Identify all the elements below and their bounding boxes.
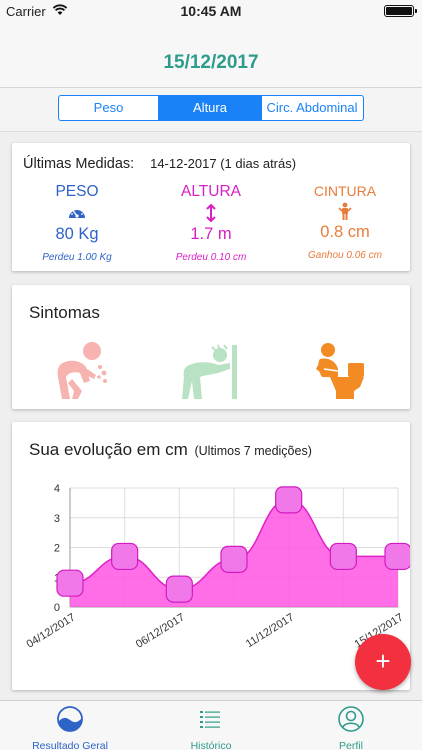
waves-circle-icon [57, 706, 83, 732]
chart-data-point [111, 542, 139, 571]
last-measures-title: Últimas Medidas: [23, 156, 135, 172]
chart-data-point [220, 545, 248, 574]
battery-icon [384, 5, 417, 17]
tab-historico-label: Histórico [190, 740, 232, 750]
altura-value: 1.7 m [190, 225, 232, 243]
chart-data-point [384, 542, 410, 571]
evolution-chart: 0123404/12/201706/12/201711/12/201715/12… [25, 483, 410, 651]
chart-data-point [165, 575, 193, 603]
last-measures-card: Últimas Medidas: 14-12-2017 (1 dias atrá… [12, 143, 410, 271]
tab-perfil-label: Perfil [339, 740, 363, 750]
segment-bar: Peso Altura Circ. Abdominal [0, 88, 422, 132]
tab-resultado-geral[interactable]: Resultado Geral [10, 705, 130, 750]
chart-title: Sua evolução em cm (Ultimos 7 medições) [29, 440, 312, 460]
evolution-chart-card: Sua evolução em cm (Ultimos 7 medições) … [12, 422, 410, 690]
symptoms-title: Sintomas [29, 303, 100, 322]
chart-data-point [275, 486, 303, 514]
tab-historico[interactable]: Histórico [151, 705, 271, 750]
chart-x-tick-label: 04/12/2017 [25, 611, 78, 650]
cintura-label: CINTURA [313, 183, 377, 199]
cintura-delta: Ganhou 0.06 cm [308, 250, 382, 261]
chart-y-tick-label: 2 [54, 543, 60, 555]
vomiting-person-icon[interactable] [52, 341, 112, 401]
chart-subtitle: (Ultimos 7 medições) [194, 444, 312, 458]
page-title: 15/12/2017 [163, 52, 259, 73]
peso-value: 80 Kg [55, 225, 99, 243]
chart-x-tick-label: 11/12/2017 [244, 611, 296, 650]
chart-x-tick-label: 06/12/2017 [134, 611, 187, 650]
peso-label: PESO [55, 183, 99, 200]
altura-measure: ALTURA 1.7 m Perdeu 0.10 cm [146, 183, 276, 263]
tab-bar: Resultado Geral Histórico Perfil [0, 700, 422, 750]
last-measures-date: 14-12-2017 (1 dias atrás) [150, 156, 297, 171]
symptoms-card: Sintomas [12, 285, 410, 409]
tab-perfil[interactable]: Perfil [291, 705, 411, 750]
status-bar: Carrier 10:45 AM [0, 0, 422, 22]
carrier-label: Carrier [6, 4, 46, 19]
peso-delta: Perdeu 1.00 Kg [42, 252, 112, 263]
segment-circ-abdominal[interactable]: Circ. Abdominal [266, 100, 358, 115]
tab-resultado-geral-label: Resultado Geral [32, 740, 108, 750]
chart-y-tick-label: 4 [54, 483, 60, 495]
add-measure-button[interactable]: + [355, 634, 411, 690]
cintura-value: 0.8 cm [320, 223, 370, 241]
chart-y-tick-label: 0 [54, 602, 60, 614]
measure-segmented-control: Peso Altura Circ. Abdominal [58, 95, 364, 121]
peso-measure: PESO 80 Kg Perdeu 1.00 Kg [12, 183, 142, 263]
altura-delta: Perdeu 0.10 cm [175, 252, 247, 263]
list-icon [200, 711, 220, 728]
wifi-icon [52, 4, 68, 15]
height-arrows-icon [146, 203, 276, 223]
chart-y-tick-label: 3 [54, 513, 60, 525]
segment-peso[interactable]: Peso [59, 96, 159, 120]
cintura-measure: CINTURA 0.8 cm Ganhou 0.06 cm [280, 183, 410, 261]
chart-data-point [56, 569, 84, 597]
gauge-icon [12, 203, 142, 223]
user-circle-icon [338, 706, 364, 732]
toilet-person-icon[interactable] [308, 341, 368, 401]
leaning-wall-person-icon[interactable] [180, 341, 240, 401]
chart-title-text: Sua evolução em cm [29, 440, 188, 459]
altura-label: ALTURA [180, 183, 241, 200]
clock: 10:45 AM [180, 3, 242, 19]
waist-figure-icon [280, 201, 410, 221]
chart-area-fill [70, 499, 398, 607]
chart-data-point [329, 542, 357, 571]
nav-header: 15/12/2017 [0, 22, 422, 88]
segment-altura[interactable]: Altura [159, 96, 262, 120]
